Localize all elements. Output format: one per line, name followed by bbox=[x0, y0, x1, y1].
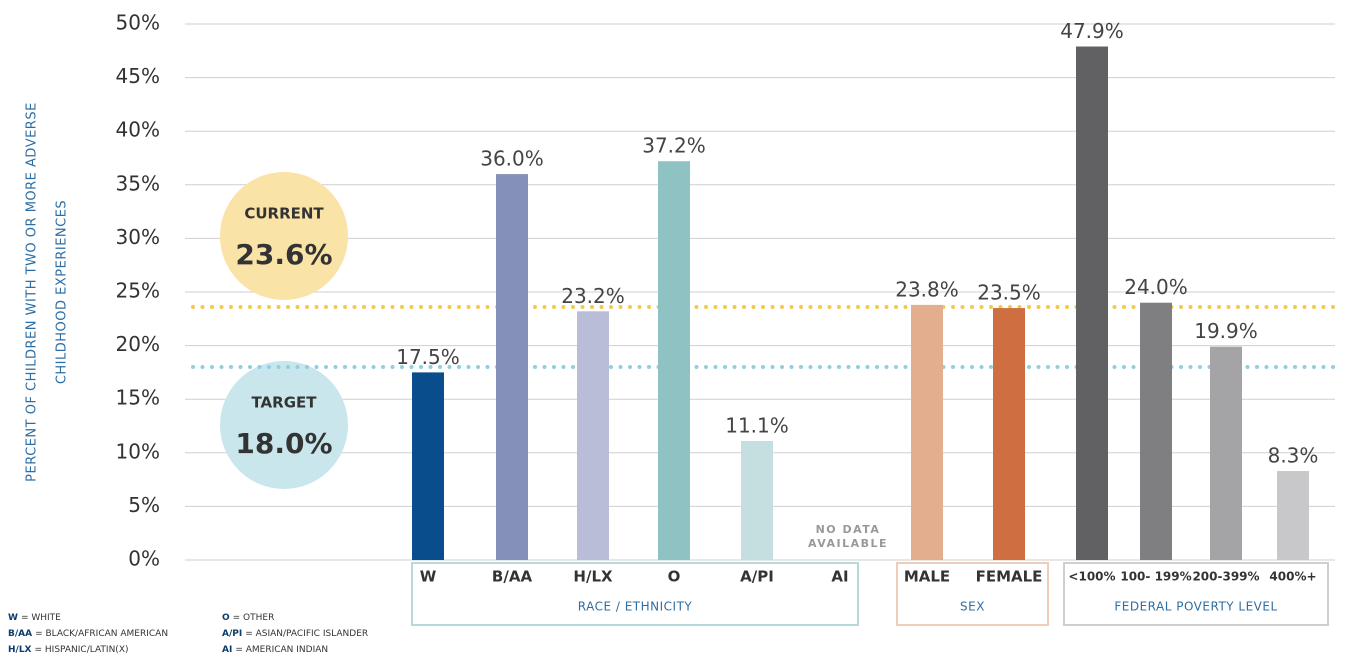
data-label: 47.9% bbox=[1060, 19, 1124, 43]
group-label: RACE / ETHNICITY bbox=[578, 600, 693, 614]
data-label: 23.8% bbox=[895, 277, 959, 301]
data-label: 37.2% bbox=[642, 134, 706, 158]
x-tick-label: W bbox=[420, 568, 437, 586]
data-label: 23.2% bbox=[561, 284, 625, 308]
footnote-abbr: O bbox=[222, 613, 230, 623]
bar bbox=[993, 308, 1025, 560]
annotation: NO DATA bbox=[816, 523, 881, 536]
x-tick-label: O bbox=[668, 568, 681, 586]
bar bbox=[911, 304, 943, 560]
data-label: 17.5% bbox=[396, 345, 460, 369]
x-tick-label: AI bbox=[831, 568, 848, 586]
reference-value: 23.6% bbox=[235, 238, 332, 271]
y-tick-label: 25% bbox=[116, 279, 160, 303]
y-tick-label: 50% bbox=[116, 11, 160, 35]
data-label: 11.1% bbox=[725, 414, 789, 438]
x-tick-label: 100- 199% bbox=[1120, 570, 1191, 584]
reference-badge bbox=[220, 172, 348, 300]
footnote-text: = ASIAN/PACIFIC ISLANDER bbox=[245, 629, 368, 639]
footnote: AI = AMERICAN INDIAN bbox=[222, 645, 328, 655]
bar bbox=[1210, 346, 1242, 560]
bar bbox=[577, 311, 609, 560]
group-box bbox=[411, 562, 859, 626]
x-tick-label: A/PI bbox=[740, 568, 774, 586]
y-tick-label: 0% bbox=[128, 547, 160, 571]
y-tick-label: 10% bbox=[116, 439, 160, 463]
x-tick-label: MALE bbox=[904, 568, 950, 586]
data-label: 24.0% bbox=[1124, 275, 1188, 299]
y-tick-label: 45% bbox=[116, 64, 160, 88]
y-tick-label: 30% bbox=[116, 225, 160, 249]
footnote: H/LX = HISPANIC/LATIN(X) bbox=[8, 645, 129, 655]
footnote: A/PI = ASIAN/PACIFIC ISLANDER bbox=[222, 629, 368, 639]
bar bbox=[1140, 302, 1172, 560]
footnote-abbr: B/AA bbox=[8, 629, 32, 639]
y-tick-label: 40% bbox=[116, 118, 160, 142]
data-label: 8.3% bbox=[1268, 444, 1319, 468]
footnote: O = OTHER bbox=[222, 613, 274, 623]
x-tick-label: <100% bbox=[1068, 570, 1115, 584]
reference-name: CURRENT bbox=[244, 205, 324, 223]
bar bbox=[741, 441, 773, 560]
footnote-text: = AMERICAN INDIAN bbox=[235, 645, 328, 655]
bar bbox=[1277, 471, 1309, 560]
reference-name: TARGET bbox=[251, 394, 317, 412]
y-axis-label: PERCENT OF CHILDREN WITH TWO OR MORE ADV… bbox=[25, 102, 40, 482]
group-box bbox=[896, 562, 1049, 626]
group-label: FEDERAL POVERTY LEVEL bbox=[1114, 600, 1277, 614]
y-tick-label: 20% bbox=[116, 332, 160, 356]
reference-badge bbox=[220, 361, 348, 489]
y-axis-label: CHILDHOOD EXPERIENCES bbox=[55, 200, 70, 384]
data-label: 36.0% bbox=[480, 147, 544, 171]
group-label: SEX bbox=[960, 600, 985, 614]
footnote: W = WHITE bbox=[8, 613, 61, 623]
reference-value: 18.0% bbox=[235, 427, 332, 460]
bar bbox=[658, 161, 690, 560]
x-tick-label: FEMALE bbox=[976, 568, 1043, 586]
footnote-text: = WHITE bbox=[21, 613, 61, 623]
x-tick-label: H/LX bbox=[573, 568, 613, 586]
bar bbox=[496, 174, 528, 560]
group-box bbox=[1063, 562, 1329, 626]
footnote-abbr: AI bbox=[222, 645, 232, 655]
footnote-text: = OTHER bbox=[233, 613, 275, 623]
y-tick-label: 15% bbox=[116, 386, 160, 410]
footnote: B/AA = BLACK/AFRICAN AMERICAN bbox=[8, 629, 168, 639]
x-tick-label: B/AA bbox=[492, 568, 533, 586]
footnote-abbr: H/LX bbox=[8, 645, 32, 655]
x-tick-label: 200-399% bbox=[1192, 570, 1259, 584]
data-label: 19.9% bbox=[1194, 319, 1258, 343]
x-tick-label: 400%+ bbox=[1269, 570, 1316, 584]
data-label: 23.5% bbox=[977, 281, 1041, 305]
footnote-text: = BLACK/AFRICAN AMERICAN bbox=[35, 629, 168, 639]
y-tick-label: 35% bbox=[116, 171, 160, 195]
bar bbox=[1076, 46, 1108, 560]
y-tick-label: 5% bbox=[128, 493, 160, 517]
footnote-text: = HISPANIC/LATIN(X) bbox=[35, 645, 129, 655]
footnote-abbr: A/PI bbox=[222, 629, 242, 639]
footnote-abbr: W bbox=[8, 613, 18, 623]
bar bbox=[412, 372, 444, 560]
annotation: AVAILABLE bbox=[808, 537, 888, 550]
